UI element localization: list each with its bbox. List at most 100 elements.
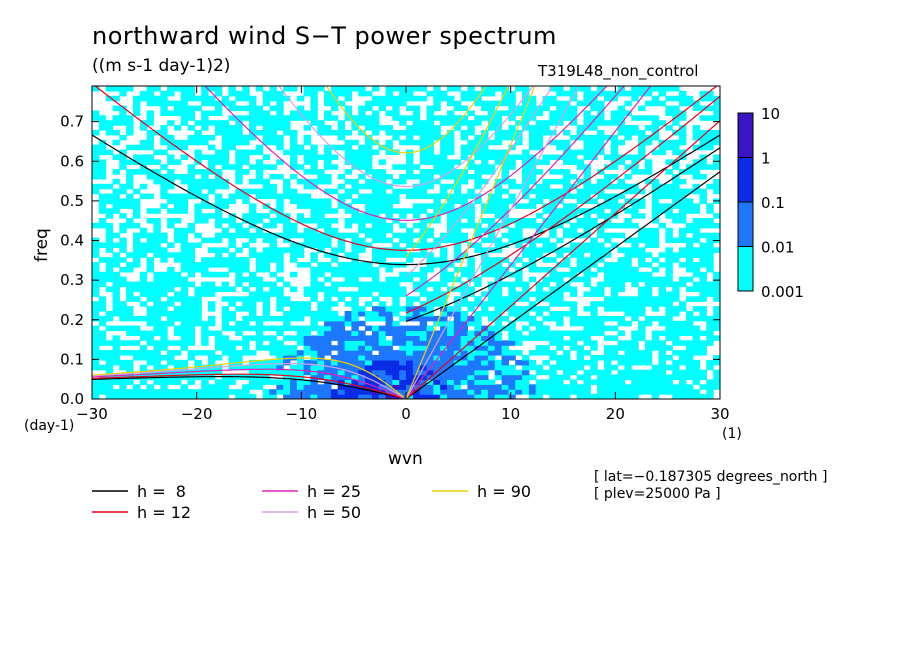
power-cell [494, 242, 503, 248]
power-cell [235, 325, 243, 332]
power-cell [310, 90, 318, 97]
power-cell [583, 359, 591, 366]
power-cell [549, 154, 557, 160]
power-cell [481, 154, 489, 160]
power-cell [624, 208, 632, 214]
power-cell [119, 306, 127, 312]
power-cell [255, 281, 264, 288]
power-cell [487, 340, 496, 346]
power-cell [276, 144, 284, 151]
power-cell [651, 335, 660, 341]
power-cell [447, 120, 455, 126]
power-cell [644, 276, 653, 283]
power-cell [235, 159, 243, 165]
power-cell [528, 247, 537, 253]
power-cell [187, 325, 195, 332]
power-cell [569, 335, 578, 341]
power-cell [419, 149, 428, 156]
power-cell [679, 301, 687, 307]
power-cell [303, 125, 311, 131]
power-cell [399, 178, 407, 185]
power-cell [167, 154, 175, 160]
power-cell [453, 320, 462, 327]
power-cell [644, 281, 653, 288]
power-cell [672, 369, 680, 376]
power-cell [98, 320, 107, 327]
power-cell [324, 110, 332, 116]
power-cell [269, 237, 277, 244]
power-cell [433, 262, 441, 268]
power-cell [542, 237, 550, 244]
power-cell [351, 115, 359, 121]
curve-h12-mrg [405, 95, 720, 314]
power-cell [283, 86, 291, 92]
power-cell [303, 149, 311, 156]
power-cell [556, 208, 564, 214]
power-cell [685, 374, 694, 380]
chart-units: ((m s-1 day-1)2) [92, 56, 231, 76]
power-cell [563, 208, 571, 214]
power-cell [167, 311, 175, 317]
power-cell [269, 164, 277, 170]
power-cell [378, 281, 387, 288]
power-cell [358, 335, 366, 341]
power-cell [447, 237, 455, 244]
power-cell [139, 242, 148, 248]
power-cell [706, 286, 714, 292]
power-cell [180, 110, 189, 116]
power-cell [658, 291, 666, 297]
power-cell [638, 130, 646, 136]
power-cell [569, 90, 578, 97]
power-cell [617, 105, 625, 112]
power-cell [508, 296, 516, 302]
power-cell [351, 364, 359, 371]
power-cell [576, 178, 585, 185]
power-cell [378, 262, 387, 268]
power-cell [358, 183, 366, 190]
power-cell [590, 262, 598, 268]
power-cell [146, 330, 154, 336]
power-cell [371, 364, 380, 371]
power-cell [228, 325, 236, 332]
power-cell [371, 115, 380, 121]
power-cell [576, 335, 585, 341]
power-cell [576, 276, 585, 283]
power-cell [365, 262, 373, 268]
power-cell [269, 242, 277, 248]
power-cell [535, 364, 544, 371]
power-cell [685, 330, 694, 336]
power-cell [426, 242, 434, 248]
power-cell [685, 296, 694, 302]
power-cell [590, 100, 598, 107]
power-cell [528, 203, 537, 209]
power-cell [242, 325, 250, 332]
power-cell [180, 281, 189, 288]
power-cell [344, 267, 352, 273]
power-cell [535, 306, 544, 312]
power-cell [269, 247, 277, 253]
power-cell [610, 379, 619, 385]
power-cell [214, 232, 223, 239]
power-cell [685, 359, 694, 366]
power-cell [679, 213, 687, 219]
power-cell [262, 115, 271, 121]
power-cell [617, 374, 625, 380]
power-cell [453, 355, 462, 361]
power-cell [371, 174, 380, 180]
power-cell [713, 247, 720, 253]
power-cell [624, 271, 632, 278]
power-cell [303, 384, 311, 390]
power-cell [685, 389, 694, 395]
power-cell [590, 188, 598, 195]
power-cell [399, 139, 407, 146]
power-cell [228, 379, 236, 385]
power-cell [371, 198, 380, 204]
power-cell [610, 120, 619, 126]
power-cell [433, 154, 441, 160]
power-cell [610, 144, 619, 151]
power-cell [194, 286, 202, 292]
power-cell [119, 340, 127, 346]
power-cell [453, 301, 462, 307]
power-cell [556, 330, 564, 336]
power-cell [365, 218, 373, 224]
